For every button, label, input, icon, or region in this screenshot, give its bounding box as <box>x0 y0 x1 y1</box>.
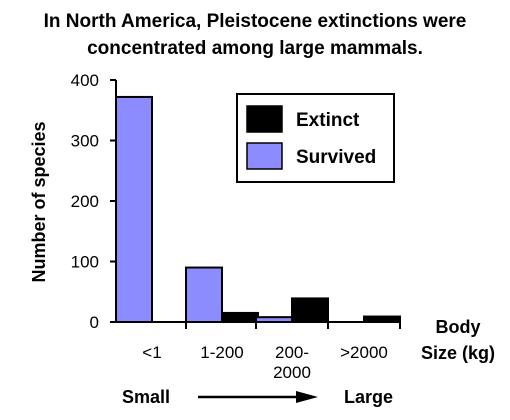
x-axis-label-line-1: Body <box>436 317 481 337</box>
bars <box>115 95 401 324</box>
bar-survived-1 <box>185 266 223 323</box>
category-label-1-line1: 1-200 <box>200 343 243 362</box>
bar-extinct-1 <box>221 311 259 323</box>
chart-title-line-2: concentrated among large mammals. <box>87 38 423 59</box>
bar-extinct-2 <box>291 297 329 323</box>
category-label-0-line1: <1 <box>142 343 161 362</box>
legend-label-extinct: Extinct <box>296 110 360 131</box>
category-label-2-line1: 200- <box>275 343 309 362</box>
y-tick-label: 200 <box>71 192 99 211</box>
legend-label-survived: Survived <box>296 147 376 168</box>
y-tick-label: 400 <box>71 71 99 90</box>
scale-arrow-head <box>296 391 318 403</box>
x-axis-label-line-2: Size (kg) <box>421 343 495 363</box>
category-label-2-line2: 2000 <box>273 363 311 382</box>
y-tick-label: 100 <box>71 253 99 272</box>
category-label-3-line1: >2000 <box>340 343 388 362</box>
scale-label-small: Small <box>122 387 170 407</box>
scale-label-large: Large <box>344 387 393 407</box>
bar-survived-0 <box>115 95 153 323</box>
legend-swatch-extinct <box>246 105 283 133</box>
legend: Extinct Survived <box>236 93 395 183</box>
y-axis-ticks: 0 100 200 300 400 <box>71 71 116 332</box>
y-tick-label: 300 <box>71 132 99 151</box>
category-labels: <1 1-200 200-2000 >2000 <box>142 322 401 382</box>
y-axis-label: Number of species <box>29 121 49 282</box>
y-tick-label: 0 <box>90 313 99 332</box>
chart-title-line-1: In North America, Pleistocene extinction… <box>44 11 467 32</box>
legend-swatch-survived <box>246 142 283 170</box>
